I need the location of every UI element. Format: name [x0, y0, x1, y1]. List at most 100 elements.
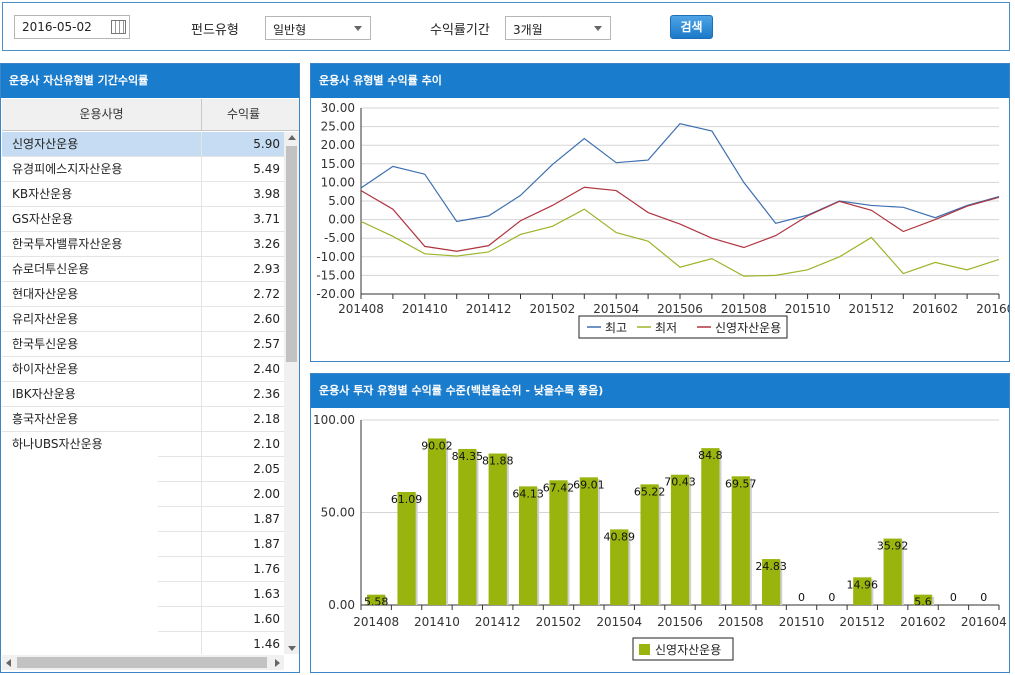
x-tick-label: 201602: [912, 302, 958, 316]
table-row[interactable]: 2.05: [2, 456, 284, 482]
bar-value-label: 90.02: [421, 439, 453, 452]
column-header-return[interactable]: 수익률: [226, 107, 261, 121]
table-row[interactable]: 유리자산운용 2.60: [2, 307, 284, 332]
bar: [701, 448, 720, 605]
company-name-cell: 한국투자밸류자산운용: [2, 232, 202, 256]
period-select[interactable]: 3개월: [505, 16, 611, 40]
return-cell: 1.87: [253, 537, 280, 551]
y-tick-label: 20.00: [321, 138, 355, 152]
scroll-thumb[interactable]: [286, 146, 297, 362]
company-name-cell: 슈로더투신운용: [2, 257, 202, 281]
vertical-scrollbar[interactable]: [284, 132, 299, 654]
fund-type-label: 펀드유형: [191, 23, 239, 38]
table-row[interactable]: 슈로더투신운용 2.93: [2, 257, 284, 282]
search-button[interactable]: 검색: [670, 15, 713, 39]
table-row[interactable]: 현대자산운용 2.72: [2, 282, 284, 307]
table-row[interactable]: 2.00: [2, 481, 284, 507]
bar: [853, 577, 872, 605]
bar: [762, 559, 781, 605]
x-tick-label: 201602: [900, 615, 946, 629]
bar-value-label: 65.22: [634, 485, 666, 498]
table-row[interactable]: 1.63: [2, 581, 284, 607]
bar-value-label: 81.88: [482, 455, 514, 468]
bar: [518, 486, 538, 605]
bar-value-label: 0: [828, 591, 835, 604]
company-name-cell: 한국투신운용: [2, 332, 202, 356]
blank-overlay: [2, 631, 158, 654]
table-row[interactable]: 1.60: [2, 606, 284, 632]
table-row[interactable]: 하이자산운용 2.40: [2, 357, 284, 382]
x-tick-label: 201506: [657, 615, 703, 629]
calendar-icon[interactable]: [111, 20, 126, 34]
period-label: 수익률기간: [430, 23, 490, 38]
scroll-up-icon[interactable]: [288, 135, 296, 140]
bar: [488, 453, 507, 605]
bar: [670, 474, 690, 605]
bar: [883, 538, 902, 605]
table-row[interactable]: 한국투자밸류자산운용 3.26: [2, 232, 284, 257]
bar-value-label: 14.96: [847, 578, 879, 591]
table-row[interactable]: 1.76: [2, 556, 284, 582]
x-tick-label: 201508: [718, 615, 764, 629]
chevron-down-icon: [594, 26, 602, 31]
table-row[interactable]: 하나UBS자산운용 2.10: [2, 432, 284, 457]
bar-value-label: 61.09: [391, 493, 423, 506]
bar-value-label: 69.01: [573, 478, 605, 491]
bar-value-label: 69.57: [725, 477, 757, 490]
x-tick-label: 201510: [785, 302, 831, 316]
bar: [367, 594, 386, 605]
line-chart: 30.00 25.00 20.00 15.00 10.00 5.00 0.00 -5.00 -1…: [316, 101, 1015, 339]
horizontal-scrollbar[interactable]: [2, 655, 284, 670]
x-tick-label: 201512: [839, 615, 885, 629]
company-name-cell: 하이자산운용: [2, 357, 202, 381]
series-line-3: [360, 186, 1000, 252]
table-row[interactable]: 신영자산운용 5.90: [2, 132, 284, 157]
return-cell: 2.18: [253, 412, 280, 426]
table-row[interactable]: 1.46: [2, 631, 284, 654]
table-row[interactable]: KB자산운용 3.98: [2, 182, 284, 207]
bar-value-label: 5.58: [364, 596, 389, 609]
date-field[interactable]: 2016-05-02: [14, 15, 130, 39]
table-row[interactable]: 한국투신운용 2.57: [2, 332, 284, 357]
scroll-left-icon[interactable]: [6, 659, 11, 667]
y-tick-label: -20.00: [316, 287, 355, 301]
legend-label: 신영자산운용: [715, 321, 781, 335]
company-name-cell: 하나UBS자산운용: [2, 432, 202, 456]
table-row[interactable]: 1.87: [2, 506, 284, 532]
legend-swatch: [639, 644, 650, 655]
company-name-cell: 흥국자산운용: [2, 407, 202, 431]
scroll-thumb[interactable]: [17, 657, 267, 668]
company-name-cell: [2, 557, 202, 581]
bar-value-label: 84.35: [452, 450, 484, 463]
table-row[interactable]: GS자산운용 3.71: [2, 207, 284, 232]
blank-overlay: [2, 481, 158, 507]
company-name-cell: IBK자산운용: [2, 382, 202, 406]
x-tick-label: 201510: [779, 615, 825, 629]
return-cell: 1.46: [253, 637, 280, 651]
scroll-right-icon[interactable]: [275, 659, 280, 667]
x-tick-label: 201410: [414, 615, 460, 629]
y-tick-label: 15.00: [321, 157, 355, 171]
bar-value-label: 70.43: [664, 476, 696, 489]
table-row[interactable]: 1.87: [2, 531, 284, 557]
bar-value-label: 0: [798, 591, 805, 604]
return-cell: 5.90: [253, 137, 280, 151]
blank-overlay: [2, 506, 158, 532]
bar: [579, 477, 598, 605]
table-row[interactable]: 흥국자산운용 2.18: [2, 407, 284, 432]
x-tick-label: 201412: [475, 615, 521, 629]
return-cell: 2.36: [253, 387, 280, 401]
scroll-down-icon[interactable]: [288, 646, 296, 651]
fund-type-select[interactable]: 일반형: [265, 16, 371, 40]
bar-chart: 100.00 50.00 0.00 201408 201410 201412 201502 2…: [313, 413, 1007, 661]
y-tick-label: 0.00: [328, 213, 355, 227]
column-header-company[interactable]: 운용사명: [2, 99, 202, 130]
return-cell: 2.60: [253, 312, 280, 326]
x-tick-label: 201512: [848, 302, 894, 316]
bar-value-label: 64.13: [512, 487, 544, 500]
table-row[interactable]: 유경피에스지자산운용 5.49: [2, 157, 284, 182]
table-row[interactable]: IBK자산운용 2.36: [2, 382, 284, 407]
company-name-cell: 신영자산운용: [2, 132, 202, 156]
return-cell: 1.60: [253, 612, 280, 626]
bar: [731, 476, 750, 605]
